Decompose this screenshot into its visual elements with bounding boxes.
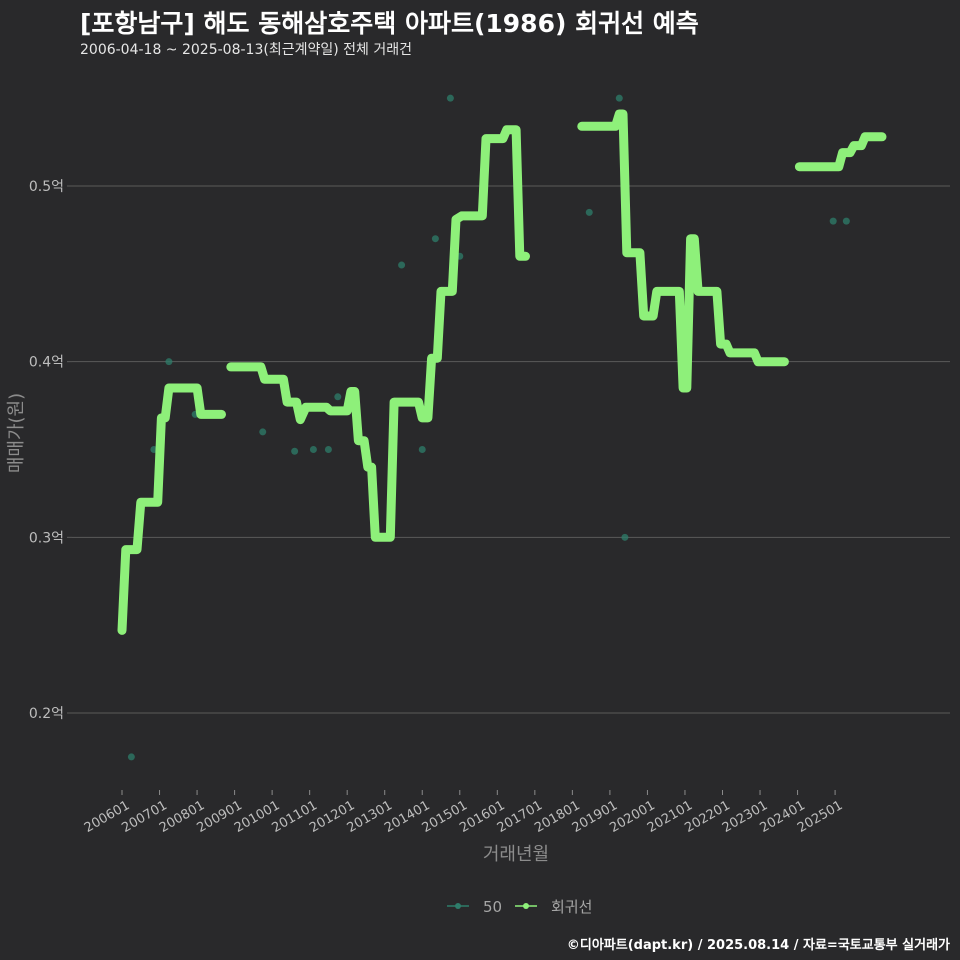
scatter-point [127, 753, 135, 761]
scatter-point [431, 235, 439, 243]
legend-label-regression: 회귀선 [551, 898, 592, 916]
chart-title: [포항남구] 해도 동해삼호주택 아파트(1986) 회귀선 예측 [80, 9, 699, 38]
legend-key-regression-dot [523, 903, 529, 909]
legend-label-points: 50 [483, 898, 502, 916]
y-tick-label: 0.2억 [29, 706, 64, 722]
scatter-point [615, 94, 623, 102]
legend: 50 회귀선 [447, 898, 592, 916]
y-axis-ticks: 0.2억 0.3억 0.4억 0.5억 [29, 179, 72, 722]
legend-key-points-dot [455, 903, 461, 909]
scatter-point [621, 533, 629, 541]
scatter-point [585, 208, 593, 216]
scatter-point [259, 428, 267, 436]
scatter-point [309, 446, 317, 453]
regression-line-segment [794, 132, 887, 172]
regression-lines [117, 109, 887, 635]
y-tick-label: 0.5억 [29, 179, 64, 195]
x-axis-ticks: 2006012007012008012009012010012011012012… [82, 790, 845, 836]
regression-line-segment [117, 383, 226, 635]
scatter-point [829, 217, 837, 225]
scatter-point [842, 217, 850, 225]
scatter-point [291, 447, 299, 455]
chart-subtitle: 2006-04-18 ~ 2025-08-13(최근계약일) 전체 거래건 [80, 42, 412, 58]
scatter-point [165, 358, 173, 366]
gridlines [72, 185, 950, 714]
y-tick-label: 0.4억 [29, 355, 64, 371]
x-axis-title: 거래년월 [483, 844, 549, 865]
scatter-points [127, 94, 850, 761]
scatter-point [418, 446, 426, 453]
y-tick-label: 0.3억 [29, 530, 64, 546]
scatter-point [446, 94, 454, 102]
scatter-point [398, 261, 406, 269]
regression-line-segment [577, 109, 789, 393]
footer-credit: ©디아파트(dapt.kr) / 2025.08.14 / 자료=국토교통부 실… [566, 938, 950, 953]
regression-line-segment [226, 125, 530, 542]
y-axis-title: 매매가(원) [6, 393, 27, 473]
scatter-point [334, 393, 342, 401]
scatter-point [324, 446, 332, 453]
